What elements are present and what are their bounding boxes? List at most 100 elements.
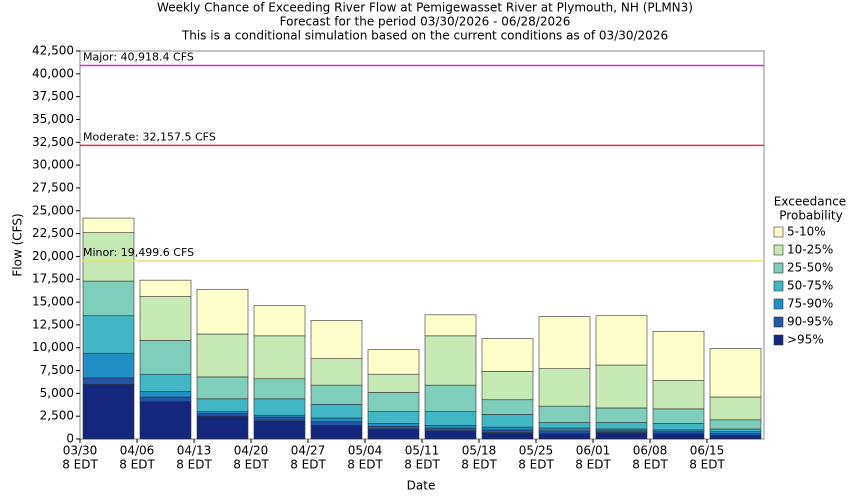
- x-tick-label: 8 EDT: [290, 458, 326, 472]
- legend-label: 5-10%: [787, 225, 826, 239]
- bar-segment: [196, 288, 249, 335]
- bar-segment: [82, 352, 135, 379]
- x-tick-label: 06/01: [576, 444, 611, 458]
- bar-segment: [310, 358, 363, 386]
- bar-segment: [652, 380, 705, 410]
- x-tick-label: 04/20: [234, 444, 269, 458]
- bar-segment: [367, 349, 420, 375]
- bar-segment: [367, 392, 420, 412]
- bar-segment: [595, 407, 648, 423]
- y-axis-label: Flow (CFS): [11, 213, 25, 276]
- legend-swatch: [773, 244, 784, 256]
- bar-segment: [367, 425, 420, 430]
- bar-segment: [310, 425, 363, 440]
- y-tick-label: 37,500: [32, 89, 74, 103]
- x-tick-label: 06/15: [690, 444, 725, 458]
- bar-segment: [481, 426, 534, 431]
- bar-segment: [652, 330, 705, 381]
- bar-segment: [709, 348, 762, 398]
- x-tick-label: 8 EDT: [632, 458, 668, 472]
- legend-label: >95%: [787, 333, 824, 347]
- bar-segment: [595, 364, 648, 409]
- bar-segment: [139, 401, 192, 440]
- threshold-label: Moderate: 32,157.5 CFS: [83, 130, 216, 143]
- bar-segment: [709, 435, 762, 440]
- bar-segment: [595, 422, 648, 430]
- y-tick-label: 20,000: [32, 249, 74, 263]
- legend-label: 10-25%: [787, 243, 833, 257]
- bar-segment: [196, 398, 249, 412]
- bar-segment: [481, 399, 534, 415]
- bar-segment: [367, 373, 420, 393]
- bar-segment: [139, 373, 192, 392]
- y-tick-label: 15,000: [32, 295, 74, 309]
- bar-segment: [139, 340, 192, 375]
- bar-segment: [139, 279, 192, 297]
- bar-segment: [652, 408, 705, 424]
- x-tick-label: 05/04: [348, 444, 383, 458]
- bar-segment: [310, 404, 363, 419]
- y-tick-label: 27,500: [32, 180, 74, 194]
- legend-label: 75-90%: [787, 297, 833, 311]
- bar-segment: [538, 427, 591, 432]
- bar-segment: [310, 320, 363, 359]
- legend-title: Exceedance: [774, 195, 846, 209]
- y-tick-label: 12,500: [32, 317, 74, 331]
- bar-segment: [196, 376, 249, 400]
- legend-swatch: [773, 262, 784, 274]
- x-tick-label: 8 EDT: [176, 458, 212, 472]
- y-tick-label: 2,500: [40, 409, 74, 423]
- bar-segment: [424, 314, 477, 337]
- bar-segment: [481, 429, 534, 433]
- legend-swatch: [773, 334, 784, 346]
- y-tick-label: 35,000: [32, 112, 74, 126]
- bar-segment: [595, 432, 648, 440]
- bar-segment: [310, 417, 363, 422]
- bar-segment: [82, 232, 135, 282]
- y-tick-label: 17,500: [32, 272, 74, 286]
- bar-segment: [538, 422, 591, 429]
- legend-swatch: [773, 280, 784, 292]
- bar-segment: [196, 415, 249, 440]
- bar-segment: [82, 383, 135, 440]
- legend-swatch: [773, 226, 784, 238]
- y-tick-label: 7,500: [40, 363, 74, 377]
- threshold-label: Major: 40,918.4 CFS: [83, 50, 194, 63]
- bar-segment: [367, 423, 420, 427]
- bar-segment: [82, 280, 135, 317]
- bar-segment: [196, 333, 249, 378]
- y-tick-label: 25,000: [32, 203, 74, 217]
- bar-segment: [652, 433, 705, 440]
- bar-segment: [367, 411, 420, 424]
- x-tick-label: 8 EDT: [575, 458, 611, 472]
- bar-segment: [538, 316, 591, 370]
- bar-segment: [139, 296, 192, 341]
- bar-segment: [196, 413, 249, 417]
- x-tick-label: 8 EDT: [689, 458, 725, 472]
- bar-segment: [139, 396, 192, 402]
- legend-label: 50-75%: [787, 279, 833, 293]
- chart-title: Weekly Chance of Exceeding River Flow at…: [157, 1, 693, 15]
- bar-segment: [538, 368, 591, 407]
- x-tick-label: 04/13: [177, 444, 212, 458]
- x-tick-label: 8 EDT: [119, 458, 155, 472]
- x-tick-label: 04/06: [120, 444, 155, 458]
- bar-segment: [424, 335, 477, 386]
- bar-segment: [424, 425, 477, 429]
- bar-segment: [652, 423, 705, 431]
- x-tick-label: 06/08: [633, 444, 668, 458]
- bar-segment: [367, 428, 420, 440]
- x-tick-label: 8 EDT: [461, 458, 497, 472]
- bar-segment: [424, 384, 477, 412]
- bar-segment: [310, 421, 363, 426]
- bar-segment: [709, 396, 762, 421]
- x-tick-label: 05/18: [462, 444, 497, 458]
- bar-segment: [481, 432, 534, 440]
- chart-subtitle: This is a conditional simulation based o…: [181, 29, 668, 43]
- bar-segment: [253, 335, 306, 380]
- y-tick-label: 5,000: [40, 386, 74, 400]
- x-tick-label: 05/11: [405, 444, 440, 458]
- x-tick-label: 8 EDT: [347, 458, 383, 472]
- y-tick-label: 42,500: [32, 44, 74, 58]
- y-tick-label: 40,000: [32, 66, 74, 80]
